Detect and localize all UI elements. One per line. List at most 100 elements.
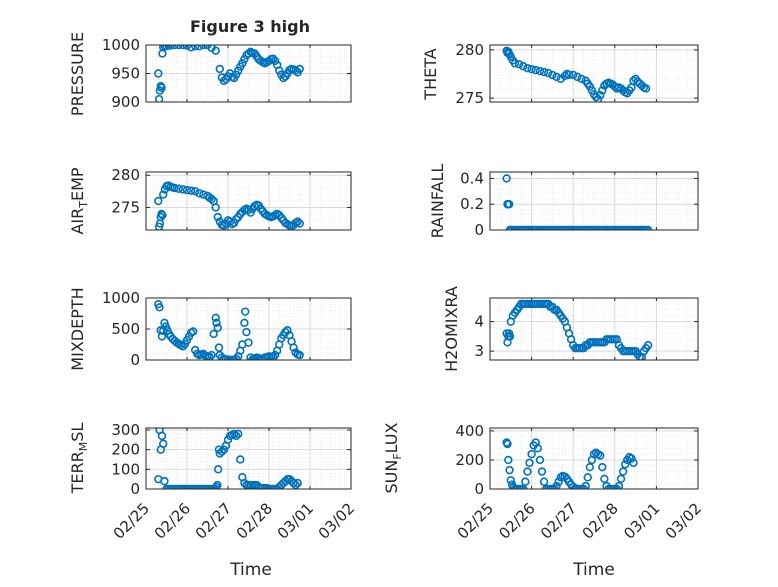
data-point (643, 341, 653, 350)
data-point (519, 484, 528, 489)
data-point (503, 439, 512, 449)
y-axis-label: RAINFALL (428, 164, 447, 239)
data-point (170, 183, 179, 193)
data-point (293, 217, 302, 226)
x-axis-label: Time (572, 560, 615, 580)
data-point (585, 463, 595, 472)
x-tick-label: 03/02 (315, 499, 358, 542)
data-point (643, 225, 653, 230)
figure-title: Figure 3 high (190, 17, 310, 36)
data-point (295, 219, 304, 228)
y-tick-label: 500 (111, 320, 140, 338)
data-point (598, 86, 607, 95)
data-point (535, 455, 545, 465)
data-point (159, 190, 168, 199)
data-point (634, 0, 641, 3)
data-point (632, 0, 639, 3)
data-points (154, 428, 302, 489)
data-point (238, 59, 247, 68)
data-point (229, 429, 239, 439)
axes-frame (489, 297, 699, 361)
x-tick-label: 03/02 (662, 499, 705, 542)
data-point (174, 45, 183, 50)
x-tick-label: 03/01 (620, 499, 663, 542)
data-point (548, 70, 557, 80)
data-point (244, 338, 253, 347)
data-point (514, 60, 524, 69)
data-point (178, 185, 188, 194)
data-points (502, 174, 653, 230)
x-tick-label: 02/27 (537, 499, 580, 542)
data-point (554, 477, 563, 486)
data-point (242, 327, 251, 337)
data-points (502, 299, 653, 360)
data-point (641, 0, 648, 3)
data-point (178, 45, 188, 50)
axes-frame (145, 171, 352, 231)
data-point (154, 196, 163, 206)
data-point (506, 476, 515, 485)
data-point (560, 71, 570, 81)
data-point (291, 66, 300, 75)
y-tick-label: 0 (474, 221, 484, 239)
data-point (166, 45, 175, 50)
grid-lines (146, 428, 351, 490)
y-tick-labels: 0 200 400 (455, 422, 699, 498)
data-point (564, 70, 574, 80)
data-point (205, 352, 214, 360)
data-point (641, 84, 651, 93)
data-point (160, 318, 169, 327)
data-point (211, 46, 220, 55)
data-point (618, 467, 628, 476)
data-points (502, 46, 651, 102)
data-point (552, 72, 561, 82)
data-point (523, 467, 532, 476)
y-tick-label: 280 (111, 166, 140, 184)
data-point (616, 474, 626, 484)
data-point (560, 472, 570, 481)
data-point (211, 203, 220, 212)
data-point (219, 76, 229, 86)
data-point (537, 467, 547, 476)
data-point (583, 473, 592, 482)
data-point (612, 484, 622, 489)
axes-background (490, 172, 698, 230)
data-point (195, 189, 204, 198)
subplot-mixdepth: 0 500 1000 MIXDEPTH (68, 287, 352, 371)
data-point (188, 327, 198, 336)
data-point (212, 318, 221, 327)
subplot-rainfall: 0 0.2 0.4 RAINFALL (428, 164, 699, 239)
data-point (232, 431, 241, 441)
y-tick-label: 275 (111, 198, 140, 216)
subplot-h2omixra: 3 4 H2OMIXRA (442, 286, 699, 372)
data-point (236, 455, 245, 464)
data-point (275, 66, 284, 75)
data-point (232, 214, 241, 224)
data-point (268, 54, 278, 63)
y-tick-label: 0 (474, 480, 484, 498)
y-tick-labels: 900 950 1000 (102, 36, 352, 111)
x-tick-label: 03/01 (274, 499, 317, 542)
y-tick-label: 4 (474, 313, 484, 331)
data-point (159, 45, 168, 52)
data-point (160, 476, 169, 486)
data-point (213, 465, 223, 474)
x-tick-label: 02/25 (110, 499, 153, 542)
data-point (598, 463, 607, 472)
data-point (636, 0, 643, 3)
data-point (544, 68, 553, 78)
data-point (539, 67, 549, 77)
y-axis-label: MIXDEPTH (68, 287, 87, 370)
data-point (289, 343, 298, 352)
y-tick-label: 200 (455, 451, 484, 469)
data-point (295, 64, 304, 74)
data-points (154, 45, 304, 102)
data-point (270, 56, 280, 66)
y-tick-label: 300 (111, 421, 140, 439)
grid-lines (490, 428, 698, 490)
axes-frame (145, 44, 352, 103)
